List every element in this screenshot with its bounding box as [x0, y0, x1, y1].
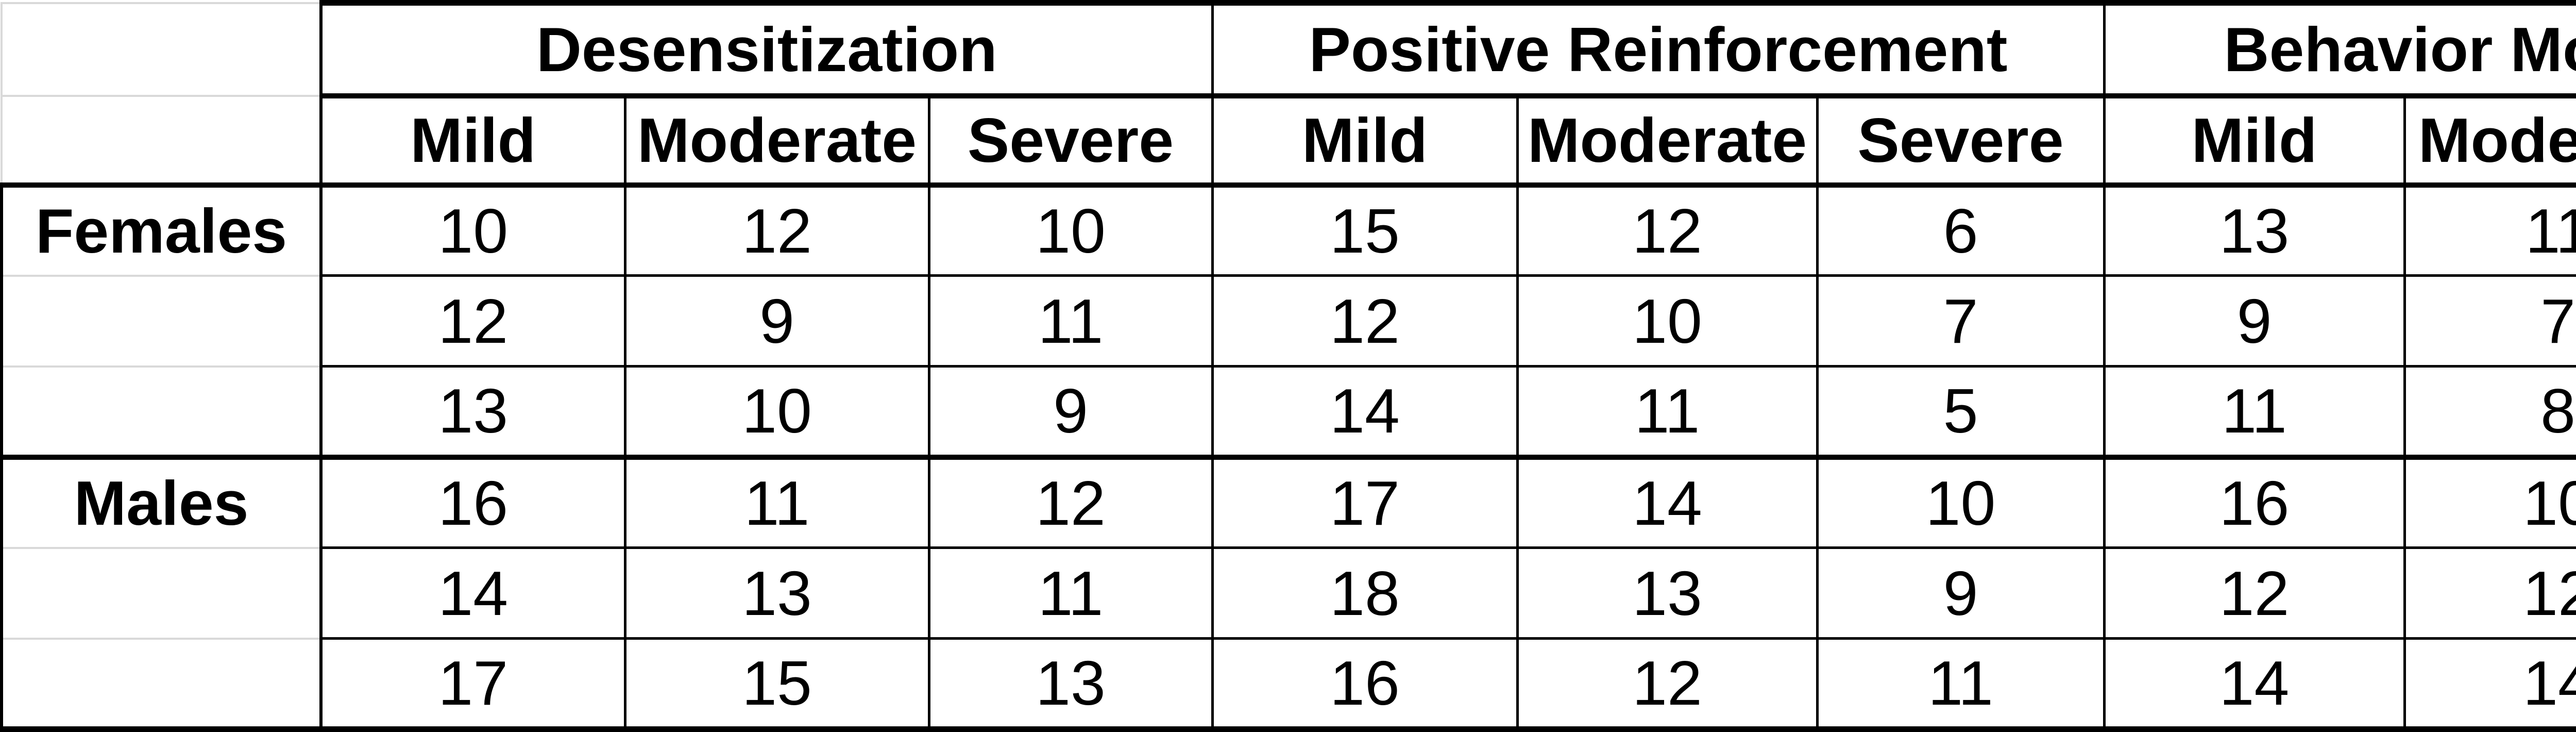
corner-cell	[1, 2, 323, 97]
severity-header-severe: Severe	[927, 94, 1214, 188]
data-cell: 9	[927, 365, 1214, 460]
table-row-females-1: Females 10 12 10 15 12 6 13 11 10	[0, 184, 2576, 277]
data-cell: 17	[319, 637, 626, 732]
data-cell: 10	[927, 184, 1214, 277]
data-cell: 11	[927, 546, 1214, 640]
data-cell: 12	[1211, 274, 1519, 368]
data-cell: 12	[2103, 546, 2406, 640]
table-row-females-2: 12 9 11 12 10 7 9 7 6	[0, 274, 2576, 368]
column-group-header-desensitization: Desensitization	[319, 0, 1214, 98]
column-group-header-positive-reinforcement: Positive Reinforcement	[1211, 0, 2106, 98]
data-cell: 10	[623, 365, 930, 460]
severity-header-moderate: Moderate	[623, 94, 930, 188]
data-cell: 17	[1211, 456, 1519, 549]
data-cell: 9	[1816, 546, 2106, 640]
data-cell: 15	[623, 637, 930, 732]
severity-header-moderate: Moderate	[1516, 94, 1819, 188]
row-group-label-spacer	[0, 366, 323, 460]
column-group-header-behavior-modification: Behavior Modification	[2103, 0, 2576, 98]
data-cell: 10	[2403, 456, 2576, 549]
table-row-females-3: 13 10 9 14 11 5 11 8 8	[0, 365, 2576, 460]
row-group-label-females: Females	[0, 185, 323, 277]
severity-header-mild: Mild	[319, 94, 626, 188]
severity-header-severe: Severe	[1816, 94, 2106, 188]
table-row-severity-headers: Mild Moderate Severe Mild Moderate Sever…	[1, 94, 2576, 188]
data-cell: 16	[1211, 637, 1519, 732]
data-cell: 7	[1816, 274, 2106, 368]
data-cell: 15	[1211, 184, 1519, 277]
data-cell: 11	[2103, 365, 2406, 460]
row-group-label-spacer	[0, 547, 323, 640]
data-cell: 12	[927, 456, 1214, 549]
data-cell: 12	[2403, 546, 2576, 640]
data-cell: 11	[927, 274, 1214, 368]
row-group-label-spacer	[0, 275, 323, 368]
data-cell: 9	[623, 274, 930, 368]
data-cell: 10	[1816, 456, 2106, 549]
data-cell: 10	[1516, 274, 1819, 368]
data-cell: 13	[2103, 184, 2406, 277]
table-row-treatment-headers: Desensitization Positive Reinforcement B…	[1, 0, 2576, 98]
data-cell: 18	[1211, 546, 1519, 640]
data-cell: 14	[1211, 365, 1519, 460]
corner-cell	[1, 95, 323, 188]
data-cell: 14	[1516, 456, 1819, 549]
row-group-label-spacer	[0, 638, 323, 732]
data-cell: 14	[2103, 637, 2406, 732]
table-row-males-2: 14 13 11 18 13 9 12 12 10	[0, 546, 2576, 640]
data-cell: 12	[1516, 184, 1819, 277]
severity-header-mild: Mild	[2103, 94, 2406, 188]
data-cell: 12	[319, 274, 626, 368]
data-cell: 8	[2403, 365, 2576, 460]
data-cell: 12	[1516, 637, 1819, 732]
data-cell: 11	[2403, 184, 2576, 277]
data-cell: 7	[2403, 274, 2576, 368]
data-cell: 6	[1816, 184, 2106, 277]
data-cell: 14	[319, 546, 626, 640]
table-row-males-1: Males 16 11 12 17 14 10 16 10 11	[0, 456, 2576, 549]
data-cell: 12	[623, 184, 930, 277]
row-group-label-males: Males	[0, 457, 323, 549]
table-row-males-3: 17 15 13 16 12 11 14 14 9	[0, 637, 2576, 732]
data-cell: 11	[623, 456, 930, 549]
data-cell: 13	[927, 637, 1214, 732]
data-cell: 13	[319, 365, 626, 460]
data-cell: 13	[623, 546, 930, 640]
severity-header-moderate: Moderate	[2403, 94, 2576, 188]
data-cell: 13	[1516, 546, 1819, 640]
severity-header-mild: Mild	[1211, 94, 1519, 188]
data-cell: 16	[2103, 456, 2406, 549]
data-cell: 11	[1816, 637, 2106, 732]
data-cell: 10	[319, 184, 626, 277]
data-cell: 11	[1516, 365, 1819, 460]
data-cell: 5	[1816, 365, 2106, 460]
data-cell: 14	[2403, 637, 2576, 732]
data-cell: 9	[2103, 274, 2406, 368]
data-cell: 16	[319, 456, 626, 549]
